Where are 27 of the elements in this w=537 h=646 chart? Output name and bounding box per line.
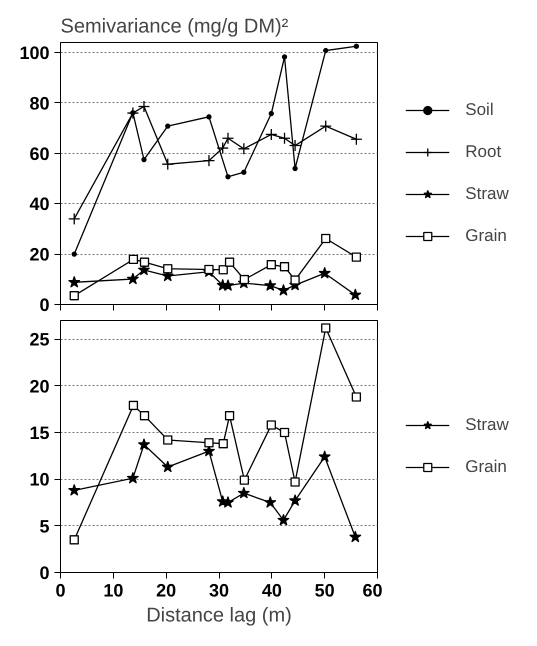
x-tick-label: 60 — [362, 580, 383, 600]
legend-label: Soil — [465, 100, 494, 120]
chart-title: Semivariance (mg/g DM)² — [60, 16, 289, 38]
x-tick-label: 30 — [208, 580, 230, 600]
y-tick-label: 20 — [29, 376, 50, 396]
y-tick-label: 40 — [29, 194, 50, 214]
x-tick-label: 50 — [314, 580, 335, 600]
x-tick-label: 40 — [262, 580, 282, 600]
y-tick-label: 60 — [29, 144, 50, 164]
x-tick-label: 10 — [103, 580, 124, 600]
legend-label: Grain — [465, 226, 507, 246]
legend-label: Straw — [465, 184, 509, 204]
y-tick-label: 80 — [29, 93, 50, 114]
legend-label: Grain — [465, 457, 507, 477]
y-tick-label: 100 — [19, 43, 50, 64]
y-tick-label: 0 — [39, 563, 50, 583]
y-tick-label: 0 — [39, 295, 50, 315]
y-tick-label: 25 — [29, 330, 50, 350]
y-tick-label: 20 — [29, 244, 50, 265]
y-tick-label: 5 — [39, 516, 50, 536]
x-tick-label: 0 — [55, 580, 66, 600]
x-axis-title: Distance lag (m) — [146, 604, 292, 626]
x-tick-label: 20 — [156, 580, 176, 600]
y-tick-label: 10 — [29, 470, 50, 490]
legend-label: Root — [465, 142, 502, 162]
legend-label: Straw — [465, 415, 509, 435]
y-tick-label: 15 — [29, 423, 50, 443]
